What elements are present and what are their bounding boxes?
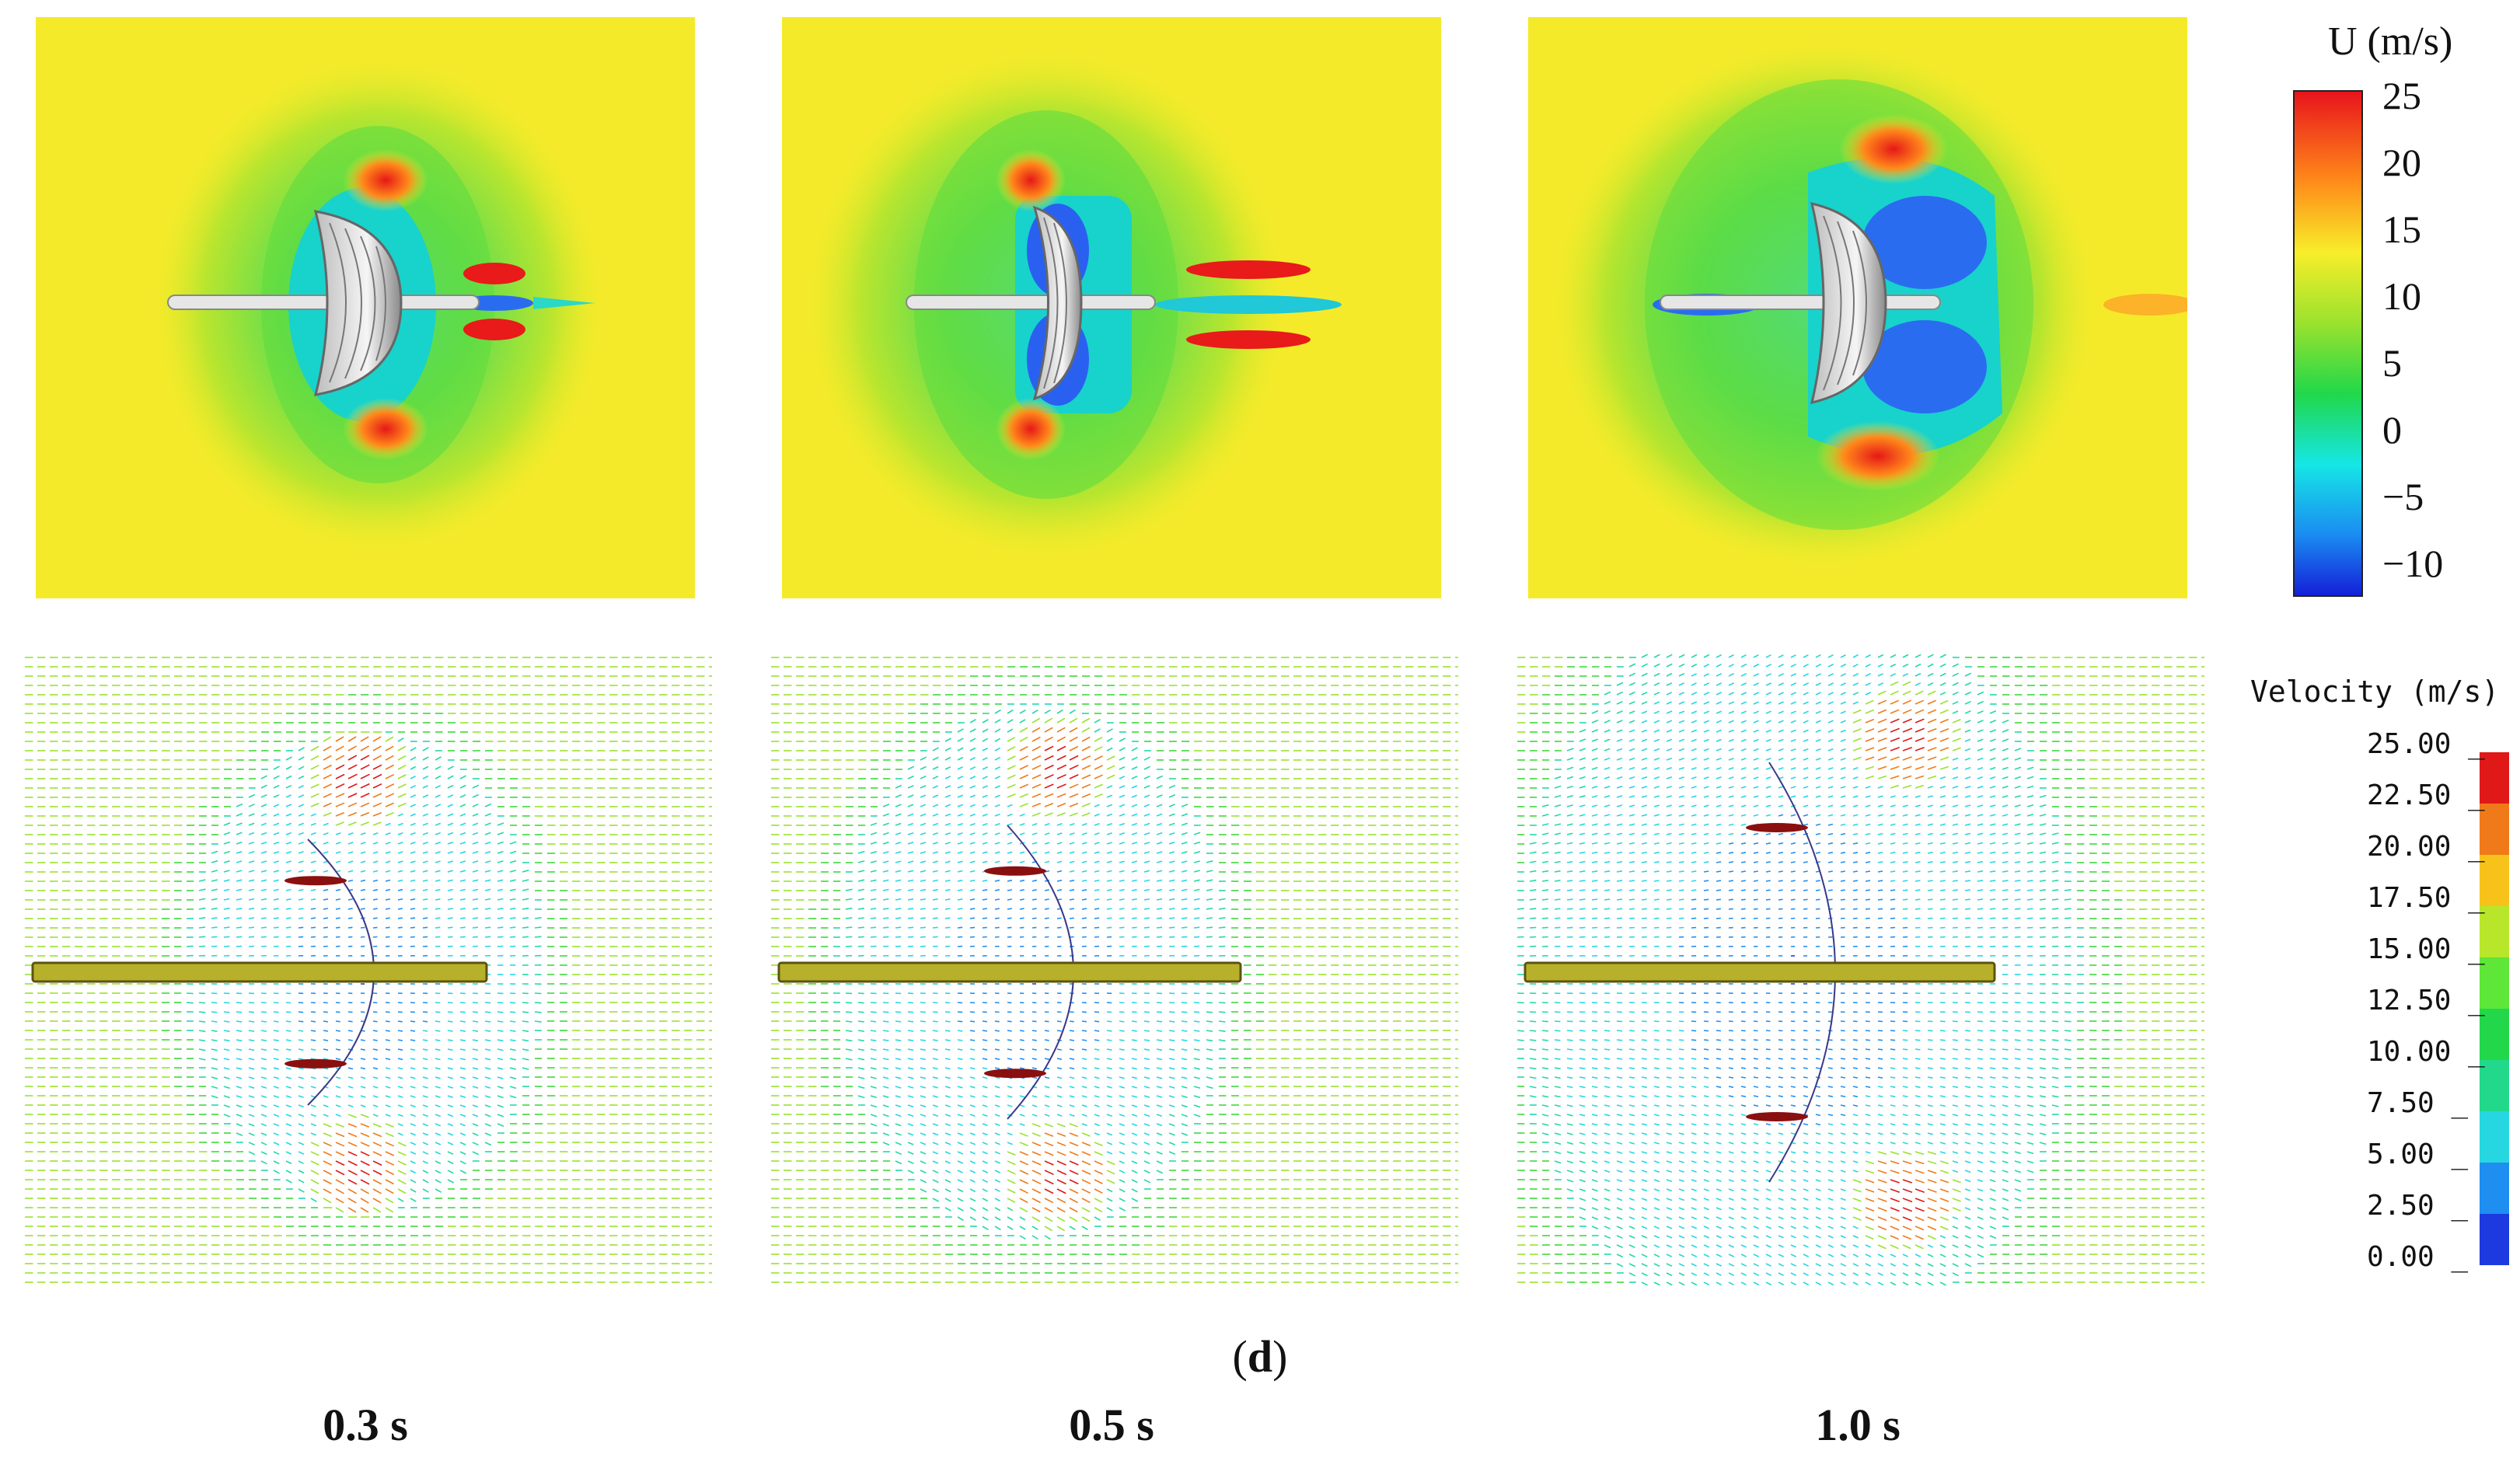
time-label-0-5s: 0.5 s — [1069, 1400, 1154, 1450]
vector-arrows — [771, 657, 1458, 1283]
time-label-1-0s: 1.0 s — [1815, 1400, 1900, 1450]
canopy-skirt — [284, 876, 347, 886]
contour-colorbar-tick: 15 — [2382, 207, 2421, 251]
vector-legend-band — [2480, 1060, 2509, 1111]
vector-legend-band — [2480, 1163, 2509, 1214]
canopy-skirt — [984, 866, 1046, 876]
vector-legend-tick: 20.00 _ — [2367, 831, 2485, 863]
rod — [31, 961, 488, 983]
canopy-skirt — [1746, 1112, 1808, 1121]
time-label-0-3s: 0.3 s — [323, 1400, 408, 1450]
vector-legend-band — [2480, 906, 2509, 957]
vector-legend-band — [2480, 804, 2509, 855]
contour-panel-1-0s — [1528, 17, 2187, 598]
vector-legend-band — [2480, 1009, 2509, 1060]
vector-legend-tick: 7.50 _ — [2367, 1087, 2469, 1119]
contour-colorbar — [2293, 90, 2363, 597]
contour-panel-0-3s — [36, 17, 695, 598]
canopy-skirt — [284, 1058, 347, 1069]
contour-colorbar-tick: 25 — [2382, 74, 2421, 117]
vector-legend-band — [2480, 1111, 2509, 1163]
canopy-skirt — [984, 1069, 1046, 1079]
vector-legend-title: Velocity (m/s) — [2250, 675, 2500, 709]
rod — [777, 961, 1242, 983]
vector-legend-tick: 17.50 _ — [2367, 882, 2485, 914]
rod — [1524, 961, 1996, 983]
vector-panel-0-3s — [20, 653, 712, 1292]
contour-colorbar-title: U (m/s) — [2328, 19, 2453, 64]
vector-panel-0-5s — [766, 653, 1458, 1292]
contour-colorbar-tick: 20 — [2382, 141, 2421, 184]
vector-legend-band — [2480, 752, 2509, 804]
vector-legend-band — [2480, 1214, 2509, 1265]
vector-legend-band — [2480, 957, 2509, 1009]
contour-colorbar-tick: −10 — [2382, 542, 2444, 585]
vector-legend-tick: 15.00 _ — [2367, 933, 2485, 965]
vector-legend-tick: 12.50 _ — [2367, 985, 2485, 1016]
contour-colorbar-tick: 0 — [2382, 408, 2402, 452]
vector-legend-tick: 22.50 _ — [2367, 779, 2485, 811]
contour-colorbar-tick: −5 — [2382, 475, 2424, 518]
contour-colorbar-tick: 5 — [2382, 341, 2402, 385]
vector-legend-band — [2480, 855, 2509, 906]
contour-colorbar-tick: 10 — [2382, 274, 2421, 318]
vector-panel-1-0s — [1513, 653, 2204, 1292]
vector-legend-tick: 25.00 _ — [2367, 728, 2485, 760]
vector-legend-tick: 0.00 _ — [2367, 1241, 2469, 1273]
canopy-skirt — [1746, 823, 1808, 832]
vector-arrows — [25, 657, 712, 1283]
vector-legend-tick: 5.00 _ — [2367, 1138, 2469, 1170]
subfigure-label: (d) — [1232, 1331, 1288, 1382]
vector-legend-tick: 10.00 _ — [2367, 1036, 2485, 1068]
contour-panel-0-5s — [782, 17, 1441, 598]
vector-arrows — [1517, 654, 2204, 1286]
vector-legend-tick: 2.50 _ — [2367, 1190, 2469, 1222]
